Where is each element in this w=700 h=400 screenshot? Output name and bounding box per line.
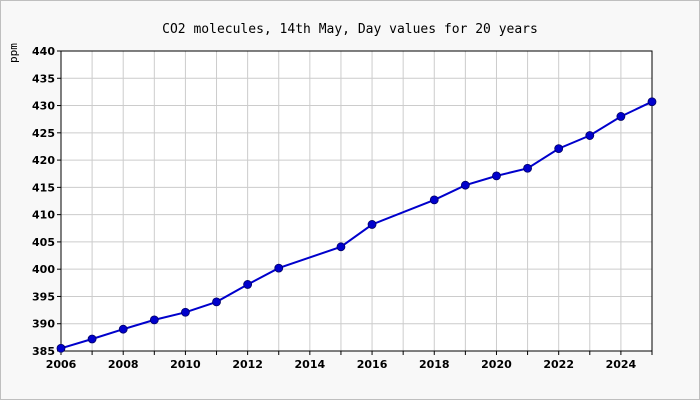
- x-tick-label: 2014: [295, 358, 326, 371]
- data-point: [181, 307, 190, 317]
- chart-title: CO2 molecules, 14th May, Day values for …: [162, 22, 538, 37]
- data-point: [429, 195, 439, 205]
- data-point: [460, 180, 470, 190]
- y-tick-label: 400: [32, 263, 55, 276]
- y-tick-label: 415: [32, 181, 55, 194]
- y-tick-label: 410: [32, 209, 55, 222]
- data-point: [585, 131, 595, 140]
- y-tick-label: 395: [32, 290, 55, 303]
- x-tick-label: 2024: [606, 358, 637, 371]
- y-tick-label: 405: [32, 236, 55, 249]
- data-point: [647, 97, 657, 107]
- y-tick-label: 430: [32, 100, 55, 113]
- data-point: [243, 280, 253, 289]
- y-tick-label: 385: [32, 345, 55, 358]
- plot-frame: [60, 50, 653, 352]
- data-point: [212, 297, 221, 307]
- data-point: [554, 144, 564, 154]
- data-point: [336, 242, 346, 252]
- data-point: [149, 315, 159, 325]
- data-point: [56, 343, 66, 353]
- x-tick-label: 2010: [170, 358, 201, 371]
- x-tick-label: 2016: [357, 358, 388, 371]
- data-point: [367, 220, 377, 229]
- y-tick-label: 420: [32, 154, 55, 167]
- data-point: [118, 324, 128, 334]
- y-tick-label: 440: [32, 45, 55, 58]
- x-tick-label: 2008: [108, 358, 139, 371]
- data-point: [492, 171, 501, 181]
- data-point: [87, 334, 97, 344]
- data-point: [274, 263, 284, 273]
- data-point: [523, 163, 532, 173]
- x-tick-label: 2012: [232, 358, 263, 371]
- y-tick-label: 425: [32, 127, 55, 140]
- x-tick-label: 2020: [481, 358, 512, 371]
- x-tick-label: 2018: [419, 358, 450, 371]
- x-tick-label: 2022: [543, 358, 574, 371]
- plot-background: [61, 51, 652, 351]
- x-tick-label: 2006: [46, 358, 77, 371]
- data-point: [616, 112, 626, 121]
- y-tick-label: 390: [32, 318, 55, 331]
- series-line: [60, 100, 653, 350]
- y-tick-label: 435: [32, 72, 55, 85]
